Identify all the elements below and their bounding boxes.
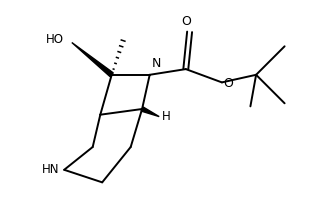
Text: N: N: [152, 57, 161, 70]
Text: O: O: [181, 15, 191, 28]
Text: O: O: [223, 77, 233, 90]
Text: HO: HO: [46, 33, 64, 46]
Polygon shape: [141, 107, 159, 117]
Text: HN: HN: [42, 163, 60, 176]
Text: H: H: [162, 110, 171, 123]
Polygon shape: [72, 43, 113, 77]
